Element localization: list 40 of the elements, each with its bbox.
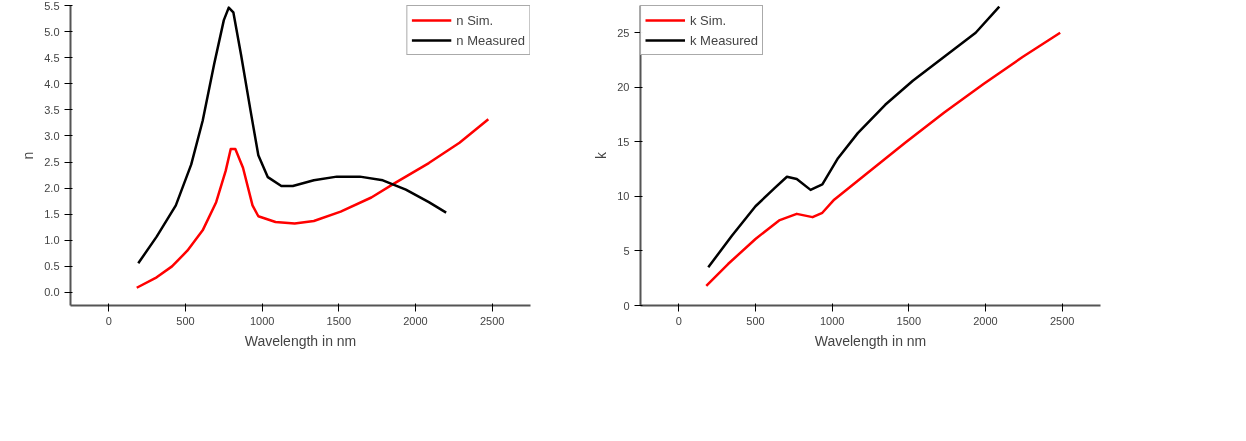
x-tick-label: 0 <box>105 314 112 327</box>
x-tick-label: 0 <box>675 314 682 327</box>
x-tick-label: 2000 <box>973 314 998 327</box>
y-tick-label: 2.0 <box>44 182 60 195</box>
y-tick-label: 25 <box>617 26 630 39</box>
x-tick-label: 1500 <box>326 314 352 327</box>
y-tick-label: 4.0 <box>44 77 60 90</box>
x-axis-title: Wavelength in nm <box>244 332 357 349</box>
y-tick-label: 3.0 <box>44 129 60 142</box>
y-tick-label: 10 <box>617 190 630 203</box>
y-tick-label: 2.5 <box>44 156 60 169</box>
x-tick-label: 2500 <box>1049 314 1075 327</box>
x-tick-label: 500 <box>746 314 765 327</box>
y-axis-title: k <box>593 151 610 159</box>
x-tick-label: 1000 <box>249 314 275 327</box>
y-tick-label: 15 <box>617 135 630 148</box>
y-tick-label: 20 <box>617 81 630 94</box>
y-tick-label: 3.5 <box>44 103 60 116</box>
y-axis-title: n <box>20 151 37 160</box>
legend-label: k Sim. <box>690 12 727 28</box>
y-tick-label: 0 <box>623 299 630 312</box>
y-tick-label: 4.5 <box>44 51 60 64</box>
y-tick-label: 5.0 <box>44 25 60 38</box>
legend-label: k Measured <box>690 32 758 48</box>
x-tick-label: 1000 <box>819 314 845 327</box>
y-tick-label: 5 <box>623 244 630 257</box>
y-tick-label: 1.0 <box>44 234 60 247</box>
legend-label: n Measured <box>456 32 525 48</box>
x-axis-title: Wavelength in nm <box>814 332 927 349</box>
x-tick-label: 2500 <box>479 314 505 327</box>
x-tick-label: 1500 <box>896 314 922 327</box>
line-series <box>135 117 490 290</box>
line-series <box>137 6 448 265</box>
y-tick-label: 0.5 <box>44 260 60 273</box>
y-tick-label: 1.5 <box>44 208 60 221</box>
y-tick-label: 5.5 <box>44 0 60 12</box>
x-tick-label: 500 <box>176 314 195 327</box>
x-tick-label: 2000 <box>403 314 428 327</box>
legend-label: n Sim. <box>456 12 494 28</box>
y-tick-label: 0.0 <box>44 286 60 299</box>
